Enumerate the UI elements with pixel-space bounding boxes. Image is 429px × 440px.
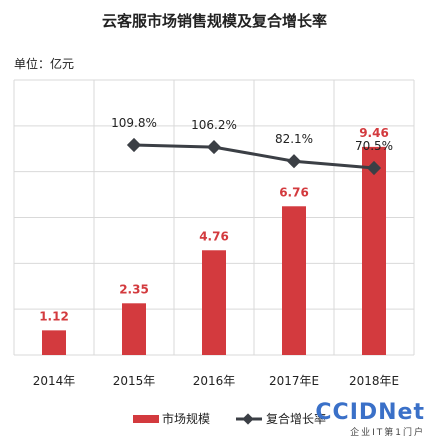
watermark-text: CCIDNet (315, 400, 425, 425)
legend-swatch-marker (242, 413, 254, 425)
line-series (133, 143, 375, 170)
line-point (126, 137, 142, 153)
bar-data-label: 1.12 (39, 309, 69, 323)
line-data-label: 106.2% (191, 118, 237, 132)
bar (362, 146, 386, 355)
unit-label: 单位：亿元 (14, 57, 75, 71)
x-tick-label: 2015年 (113, 374, 156, 388)
line-point (286, 154, 302, 169)
bar (282, 206, 306, 355)
line-data-label: 70.5% (355, 139, 393, 153)
bar (42, 330, 66, 355)
legend-label-bar: 市场规模 (162, 411, 210, 426)
bar-data-label: 6.76 (279, 185, 309, 199)
line-data-label: 82.1% (275, 132, 313, 146)
bar-data-label: 4.76 (199, 229, 229, 243)
bar (202, 250, 226, 355)
bar-data-label: 2.35 (119, 282, 149, 296)
chart-title: 云客服市场销售规模及复合增长率 (101, 12, 327, 30)
legend-swatch-bar (133, 415, 159, 423)
x-tick-label: 2018年E (349, 374, 399, 388)
bar-data-label: 9.46 (359, 126, 389, 140)
watermark-logo: CCIDNet 企业IT第1门户 (315, 400, 425, 438)
line-data-label: 109.8% (111, 116, 157, 130)
x-tick-label: 2017年E (269, 374, 319, 388)
watermark-sub: 企业IT第1门户 (350, 428, 425, 438)
line-point (206, 140, 222, 155)
bar (122, 303, 146, 355)
line-point (366, 160, 382, 176)
legend-label-line: 复合增长率 (266, 411, 326, 426)
x-tick-label: 2016年 (193, 374, 236, 388)
x-tick-label: 2014年 (33, 374, 76, 388)
